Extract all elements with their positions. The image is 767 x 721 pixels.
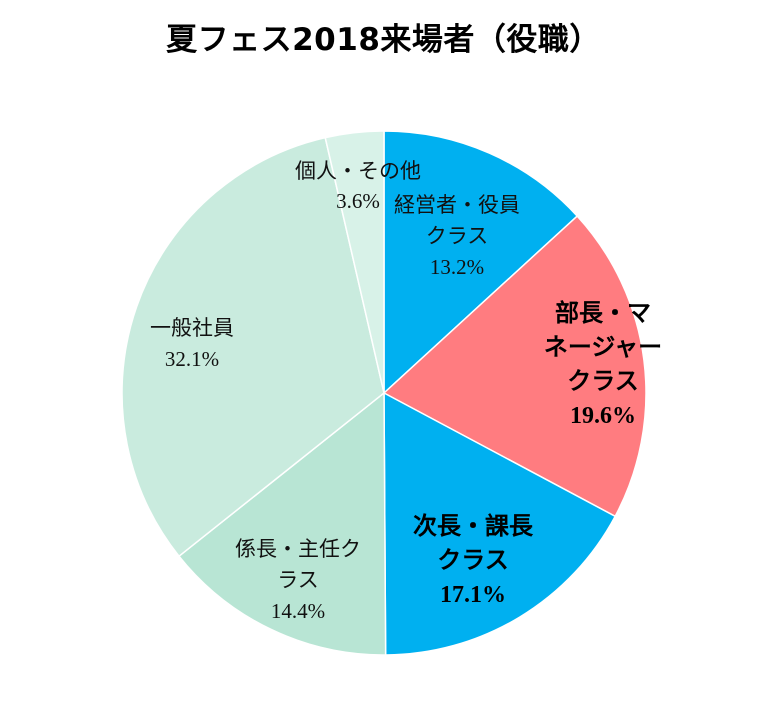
pie-slice-6: [324, 130, 385, 394]
pie-slice-4: [177, 391, 387, 656]
slice-label-1-line-1: 経営者・役員: [394, 193, 520, 217]
pie-slice-1: [383, 130, 579, 395]
pie-slices: [121, 130, 647, 656]
slice-label-3-line-2: クラス: [437, 546, 509, 574]
pie-slice-2: [382, 215, 647, 518]
slice-pct-label-2: 19.6%: [570, 403, 636, 429]
slice-pct-label-1: 13.2%: [430, 255, 484, 279]
slice-pct-label-3: 17.1%: [440, 582, 506, 608]
slice-label-4-line-1: 係長・主任ク: [235, 537, 361, 561]
slice-label-2-line-3: クラス: [567, 367, 639, 395]
slice-label-2-line-2: ネージャー: [544, 333, 662, 361]
slice-pct-label-5: 32.1%: [165, 347, 219, 371]
pie-slice-3: [383, 391, 617, 656]
slice-pct-label-6: 3.6%: [336, 189, 380, 213]
pie-labels: 経営者・役員クラス13.2%部長・マネージャークラス19.6%次長・課長クラス1…: [150, 159, 662, 623]
slice-label-4-line-2: ラス: [277, 568, 319, 592]
chart-title: 夏フェス2018来場者（役職）: [166, 22, 601, 58]
slice-label-1-line-2: クラス: [426, 224, 489, 248]
slice-label-6-line-1: 個人・その他: [295, 159, 421, 183]
slice-pct-label-4: 14.4%: [271, 599, 325, 623]
slice-label-3-line-1: 次長・課長: [413, 512, 534, 540]
slice-label-2-line-1: 部長・マ: [555, 299, 651, 327]
slice-label-5-line-1: 一般社員: [150, 316, 234, 340]
pie-slice-5: [121, 136, 385, 558]
